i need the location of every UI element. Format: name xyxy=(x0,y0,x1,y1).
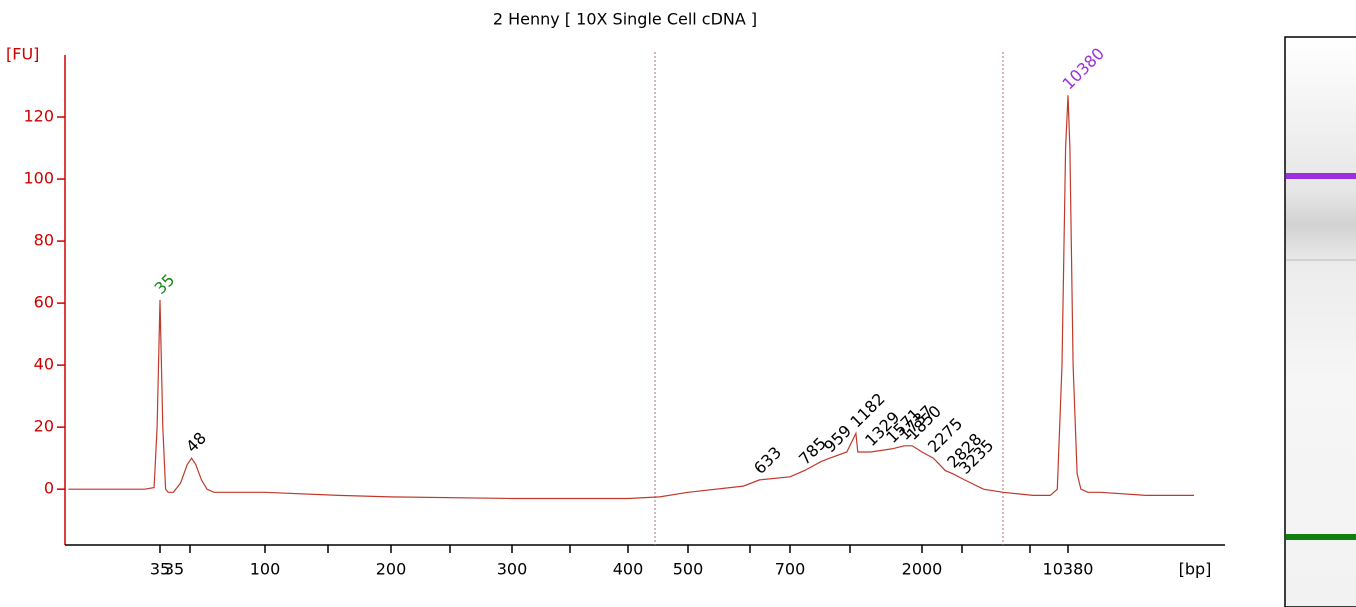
peak-label: 35 xyxy=(151,270,179,298)
chart-title: 2 Henny [ 10X Single Cell cDNA ] xyxy=(493,10,757,29)
y-tick-label: 120 xyxy=(23,107,54,126)
x-tick-label: 500 xyxy=(673,560,704,579)
x-tick-label: 100 xyxy=(250,560,281,579)
peak-label: 48 xyxy=(182,428,210,456)
gel-lane xyxy=(1284,36,1356,607)
peak-label: 10380 xyxy=(1059,44,1108,93)
y-tick-label: 20 xyxy=(34,417,54,436)
x-tick-label: 700 xyxy=(775,560,806,579)
y-axis-label: [FU] xyxy=(6,45,39,64)
y-tick-label: 100 xyxy=(23,169,54,188)
x-tick-label: 35 xyxy=(150,560,170,579)
x-tick-label: 10380 xyxy=(1043,560,1094,579)
x-tick-label: 35 xyxy=(164,560,184,579)
x-tick-label: 2000 xyxy=(902,560,943,579)
x-axis-label: [bp] xyxy=(1179,560,1212,579)
x-tick-label: 400 xyxy=(613,560,644,579)
x-tick-label: 300 xyxy=(497,560,528,579)
y-tick-label: 60 xyxy=(34,293,54,312)
y-tick-label: 0 xyxy=(44,479,54,498)
y-tick-label: 80 xyxy=(34,231,54,250)
trace xyxy=(68,95,1194,500)
y-tick-label: 40 xyxy=(34,355,54,374)
x-tick-label: 200 xyxy=(376,560,407,579)
peak-label: 633 xyxy=(750,443,785,478)
